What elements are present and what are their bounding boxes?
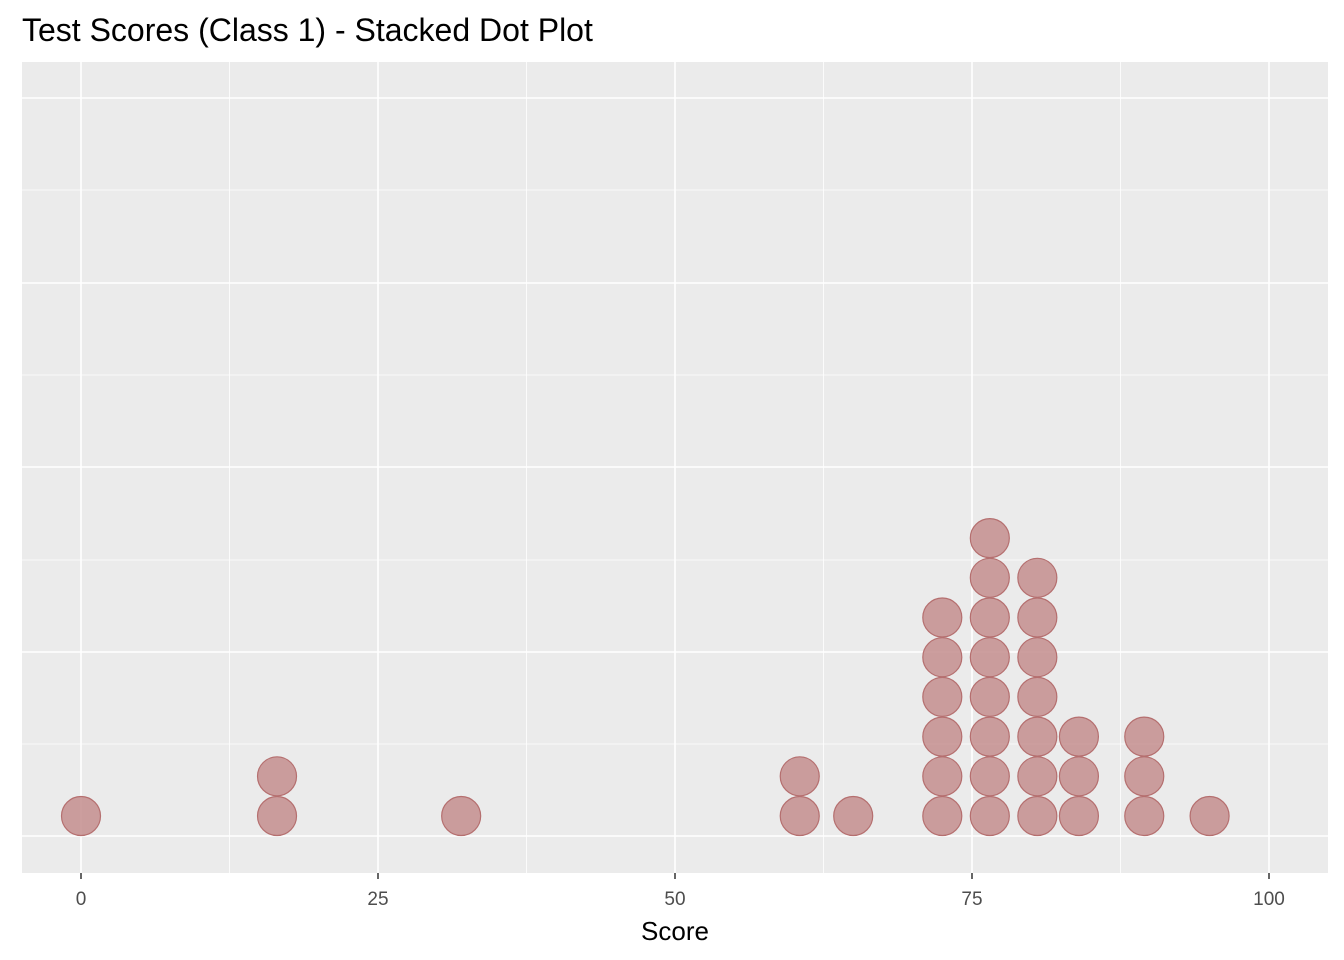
dot [1017, 795, 1058, 837]
dot [922, 716, 963, 757]
dots-layer [60, 517, 1230, 837]
dot [1058, 795, 1100, 837]
x-tick-label: 25 [367, 889, 388, 910]
dot [441, 795, 482, 837]
dot [922, 676, 963, 718]
dot [833, 795, 874, 837]
x-tick-label: 75 [961, 889, 982, 910]
chart-title: Test Scores (Class 1) - Stacked Dot Plot [22, 12, 593, 48]
x-tick-label: 100 [1253, 889, 1285, 910]
dot [1124, 795, 1165, 837]
dot [969, 756, 1010, 797]
dot [969, 557, 1010, 598]
dot [969, 676, 1010, 718]
dot [1124, 716, 1165, 757]
dot [1017, 676, 1058, 718]
dot [922, 597, 963, 638]
dot [256, 795, 298, 837]
dot [60, 795, 102, 837]
dot [969, 795, 1010, 837]
dot [779, 795, 820, 837]
dot [256, 756, 298, 797]
dot [1017, 716, 1058, 757]
dot [779, 756, 820, 797]
dot [1124, 756, 1165, 797]
dot [969, 637, 1010, 678]
dot [969, 597, 1010, 638]
dot [922, 637, 963, 678]
dot [922, 795, 963, 837]
dot [922, 756, 963, 797]
dot [1017, 756, 1058, 797]
x-tick-label: 50 [664, 889, 685, 910]
x-axis-ticks: 0 25 50 75 100 [76, 873, 1285, 910]
dot [1017, 597, 1058, 638]
x-axis-title: Score [641, 916, 709, 946]
dot [1058, 756, 1100, 797]
dot [969, 517, 1010, 559]
dot [1017, 557, 1058, 598]
x-tick-label: 0 [76, 889, 87, 910]
dot [1189, 795, 1230, 837]
gridlines [22, 62, 1328, 873]
dot [969, 716, 1010, 757]
dot [1017, 637, 1058, 678]
dot [1058, 716, 1100, 757]
